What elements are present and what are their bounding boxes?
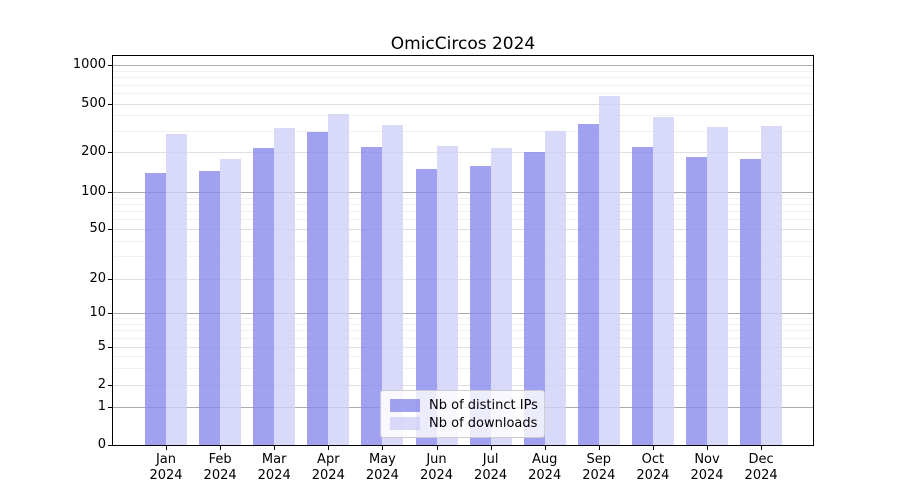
gridline-minor-80	[113, 203, 813, 205]
legend: Nb of distinct IPs Nb of downloads	[380, 390, 545, 438]
gridline-minor-6	[113, 337, 813, 339]
gridline-minor-600	[113, 93, 813, 95]
legend-label-downloads: Nb of downloads	[429, 415, 538, 431]
y-tick-label-1: 1	[97, 399, 106, 414]
gridline-minor-30	[113, 256, 813, 258]
y-tick-label-1000: 1000	[72, 57, 106, 72]
bar-downloads-apr	[328, 114, 350, 445]
bar-downloads-may	[382, 124, 404, 445]
x-tick-mar	[274, 446, 276, 450]
gridline-minor-70	[113, 210, 813, 212]
bar-distinct-ips-dec	[740, 159, 762, 445]
x-tick-label-mar: Mar 2024	[257, 452, 291, 483]
bar-downloads-dec	[761, 125, 783, 445]
gridline-minor-40	[113, 240, 813, 242]
x-tick-may	[382, 446, 384, 450]
bar-downloads-jun	[436, 146, 458, 445]
gridline-20	[113, 278, 813, 280]
chart-title: OmicCircos 2024	[390, 34, 536, 54]
x-tick-jan	[166, 446, 167, 450]
y-tick-label-50: 50	[89, 220, 106, 236]
bar-downloads-jul	[490, 148, 512, 445]
gridline-minor-7	[113, 330, 813, 332]
x-tick-dec	[761, 446, 763, 450]
bar-distinct-ips-jun	[415, 169, 437, 445]
gridline-minor-3	[113, 368, 813, 370]
gridline-200	[113, 152, 813, 153]
bar-distinct-ips-oct	[631, 146, 653, 445]
bar-downloads-feb	[220, 159, 242, 445]
bar-distinct-ips-aug	[523, 151, 545, 445]
bar-downloads-nov	[707, 126, 728, 445]
y-tick-label-10: 10	[89, 304, 106, 320]
x-tick-nov	[707, 446, 708, 450]
gridline-minor-8	[113, 323, 813, 325]
legend-item-downloads: Nb of downloads	[390, 414, 538, 432]
bar-downloads-jan	[166, 133, 187, 445]
legend-item-distinct-ips: Nb of distinct IPs	[390, 396, 538, 414]
y-tick-label-500: 500	[81, 95, 106, 111]
bar-distinct-ips-apr	[307, 132, 329, 445]
x-tick-label-may: May 2024	[365, 452, 399, 483]
y-tick-label-0: 0	[97, 437, 106, 452]
y-tick-label-20: 20	[89, 270, 106, 286]
legend-swatch-downloads	[390, 416, 420, 430]
bar-distinct-ips-mar	[253, 147, 275, 445]
x-tick-label-nov: Nov 2024	[690, 452, 724, 483]
bar-distinct-ips-sep	[577, 124, 599, 445]
gridline-minor-300	[113, 130, 813, 132]
bar-downloads-oct	[652, 116, 674, 445]
bar-distinct-ips-may	[361, 146, 383, 445]
plot-area: Nb of distinct IPs Nb of downloads	[112, 55, 814, 446]
y-tick-label-100: 100	[81, 184, 106, 199]
x-tick-label-aug: Aug 2024	[528, 452, 562, 483]
x-tick-feb	[220, 446, 222, 450]
y-tick-label-200: 200	[81, 144, 106, 159]
gridline-5	[113, 347, 813, 348]
bar-distinct-ips-nov	[686, 157, 707, 445]
y-tick-label-5: 5	[97, 339, 106, 354]
x-tick-label-jun: Jun 2024	[419, 452, 454, 483]
bar-downloads-sep	[598, 96, 620, 445]
gridline-minor-400	[113, 115, 813, 117]
x-tick-jun	[436, 446, 438, 450]
y-tick-label-2: 2	[97, 377, 106, 392]
x-tick-oct	[652, 446, 654, 450]
gridline-minor-800	[113, 77, 813, 79]
x-tick-label-apr: Apr 2024	[311, 452, 345, 483]
x-tick-label-jul: Jul 2024	[474, 452, 508, 483]
gridline-10	[113, 312, 813, 314]
gridline-minor-90	[113, 197, 813, 199]
gridline-500	[113, 103, 813, 105]
gridline-minor-60	[113, 218, 813, 220]
legend-label-distinct-ips: Nb of distinct IPs	[429, 397, 538, 413]
gridline-minor-9	[113, 317, 813, 319]
bar-distinct-ips-jan	[145, 173, 166, 445]
x-tick-label-sep: Sep 2024	[582, 452, 616, 483]
x-tick-label-jan: Jan 2024	[149, 452, 183, 483]
x-tick-label-dec: Dec 2024	[744, 452, 778, 483]
gridline-2	[113, 385, 813, 386]
gridline-1000	[113, 65, 813, 66]
gridline-minor-4	[113, 356, 813, 358]
x-tick-label-feb: Feb 2024	[203, 452, 237, 483]
x-tick-sep	[598, 446, 600, 450]
gridline-minor-700	[113, 84, 813, 86]
bar-downloads-aug	[544, 130, 566, 445]
bar-distinct-ips-jul	[469, 165, 491, 445]
bar-distinct-ips-feb	[199, 171, 221, 445]
x-tick-apr	[328, 446, 330, 450]
bar-downloads-mar	[274, 127, 296, 445]
legend-swatch-distinct-ips	[390, 398, 420, 412]
x-tick-label-oct: Oct 2024	[636, 452, 670, 483]
gridline-minor-900	[113, 70, 813, 72]
gridline-50	[113, 228, 813, 230]
x-tick-aug	[544, 446, 546, 450]
x-tick-jul	[490, 446, 492, 450]
gridline-100	[113, 192, 813, 193]
